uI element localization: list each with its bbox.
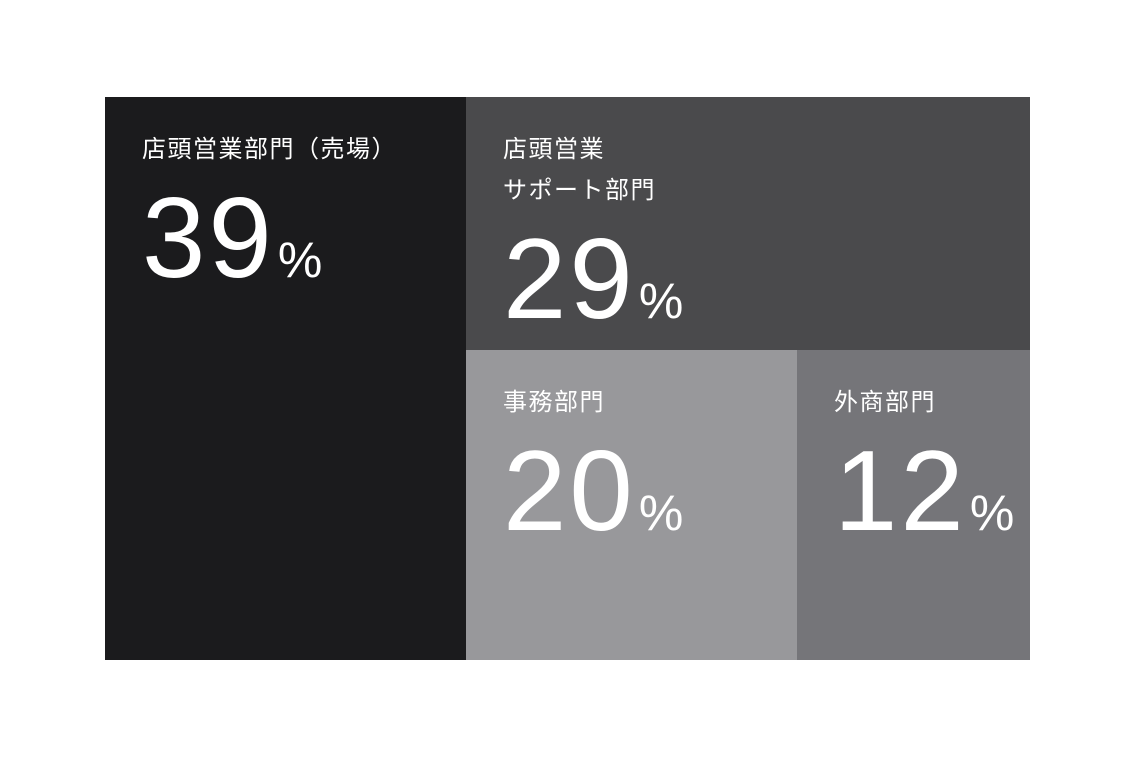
department-share-treemap: 店頭営業部門（売場） 39 % 店頭営業 サポート部門 29 % 事務部門 20…	[105, 97, 1030, 660]
tile-label: 店頭営業部門（売場）	[142, 136, 397, 163]
tile-label: 外商部門	[834, 389, 936, 416]
tile-value-number: 12	[834, 427, 967, 555]
tile-label: 店頭営業 サポート部門	[503, 136, 656, 204]
tile-value-number: 29	[503, 215, 636, 343]
tile-value: 39 %	[142, 179, 458, 299]
tile-value-unit: %	[638, 484, 684, 541]
tile-store-sales-support-dept: 店頭営業 サポート部門 29 %	[466, 97, 1030, 350]
tile-value: 29 %	[503, 215, 1022, 343]
tile-value-unit: %	[277, 231, 323, 288]
tile-store-sales-dept: 店頭営業部門（売場） 39 %	[105, 97, 466, 660]
tile-label: 事務部門	[503, 389, 605, 416]
tile-value-unit: %	[638, 272, 684, 329]
tile-outside-sales-dept: 外商部門 12 %	[797, 350, 1030, 660]
tile-office-dept: 事務部門 20 %	[466, 350, 797, 660]
tile-value-unit: %	[969, 484, 1015, 541]
tile-value: 12 %	[834, 432, 1022, 552]
tile-value: 20 %	[503, 432, 789, 552]
tile-value-number: 39	[142, 174, 275, 302]
tile-value-number: 20	[503, 427, 636, 555]
